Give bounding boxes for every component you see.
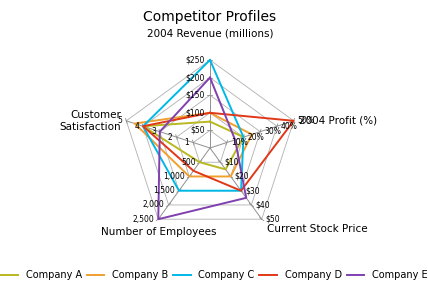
Text: $50: $50 [190, 126, 205, 135]
Text: Current Stock Price: Current Stock Price [267, 224, 367, 234]
Text: 2,000: 2,000 [143, 200, 165, 209]
Text: $40: $40 [256, 200, 270, 209]
Text: 50%: 50% [298, 116, 315, 125]
Text: $30: $30 [245, 186, 260, 195]
Text: 2004 Profit (%): 2004 Profit (%) [299, 116, 377, 126]
Text: 1,500: 1,500 [153, 186, 175, 195]
Text: Competitor Profiles: Competitor Profiles [143, 10, 276, 24]
Text: $20: $20 [235, 172, 249, 181]
Text: 5: 5 [117, 116, 122, 125]
Text: 3: 3 [151, 127, 156, 136]
Text: 10%: 10% [231, 138, 247, 147]
Text: 1,000: 1,000 [163, 172, 185, 181]
Text: $100: $100 [186, 108, 205, 117]
Text: Customer
Satisfaction: Customer Satisfaction [59, 110, 121, 132]
Text: $150: $150 [186, 91, 205, 100]
Text: 1: 1 [184, 138, 189, 147]
Text: 20%: 20% [247, 132, 264, 142]
Text: 500: 500 [181, 158, 196, 167]
Text: 2,500: 2,500 [133, 215, 154, 224]
Text: 2004 Revenue (millions): 2004 Revenue (millions) [147, 28, 273, 38]
Text: 30%: 30% [264, 127, 281, 136]
Text: $200: $200 [186, 73, 205, 82]
Text: $10: $10 [224, 158, 239, 167]
Text: 4: 4 [134, 122, 139, 131]
Text: 40%: 40% [281, 122, 298, 131]
Text: Number of Employees: Number of Employees [101, 227, 216, 237]
Text: $250: $250 [186, 56, 205, 65]
Legend: Company A, Company B, Company C, Company D, Company E: Company A, Company B, Company C, Company… [0, 270, 428, 280]
Text: $50: $50 [266, 215, 280, 224]
Text: 2: 2 [168, 132, 172, 142]
